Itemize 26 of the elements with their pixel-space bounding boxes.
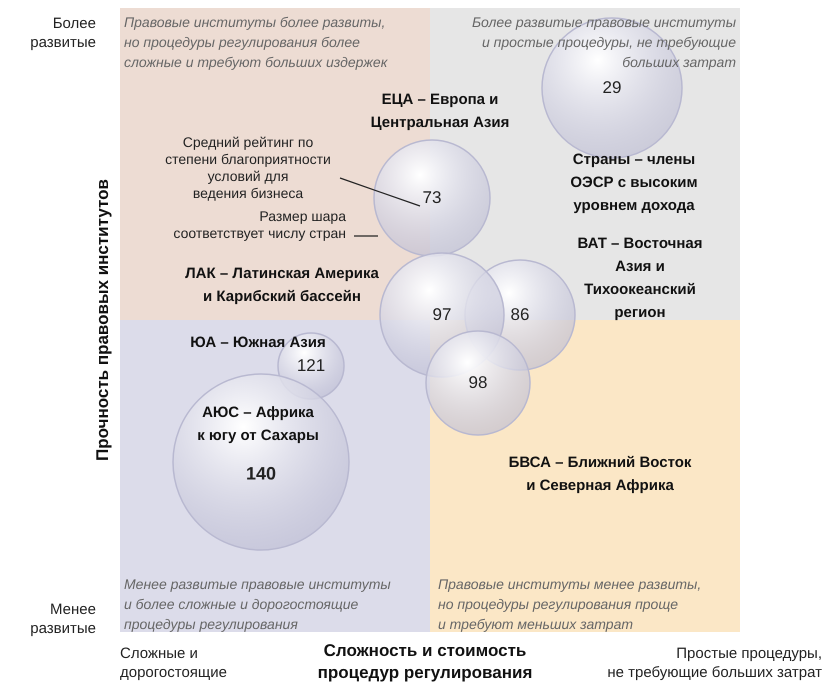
category-label: Страны – члены ОЭСР с высоким уровнем дохода — [570, 150, 698, 216]
data-label: 140 — [246, 464, 276, 484]
text: Прочность правовых институтов — [93, 179, 113, 461]
text: Размер шара соответствует числу стран — [173, 208, 346, 242]
category-label: ВАТ – Восточная Азия и Тихоокеанский регион — [578, 234, 702, 323]
text: Сложные и дорогостоящие — [120, 644, 227, 682]
text: Правовые институты менее развиты, но процедуры регулирования проще и требуют меньших затрат — [438, 575, 702, 634]
text: Правовые институты более развиты, но процедуры регулирования более сложные и требуют больших издержек — [124, 13, 388, 72]
data-label: 73 — [422, 188, 442, 208]
category-label: ЕЦА – Европа и Центральная Азия — [370, 90, 510, 133]
text: Сложность и стоимость процедур регулирования — [318, 640, 532, 684]
text: Средний рейтинг по степени благоприятности условий для ведения бизнеса — [165, 134, 331, 202]
category-label: ЮА – Южная Азия — [190, 333, 326, 353]
data-label: 86 — [510, 305, 530, 325]
text: Менее развитые правовые институты и более сложные и дорогостоящие процедуры регулирования — [124, 575, 391, 634]
category-label: БВСА – Ближний Восток и Северная Африка — [508, 453, 692, 496]
data-label: 98 — [468, 373, 488, 393]
data-label: 121 — [296, 356, 326, 376]
category-label: АЮС – Африка к югу от Сахары — [197, 403, 319, 446]
text: Простые процедуры, не требующие больших затрат — [607, 644, 822, 682]
text: Более развитые правовые институты и простые процедуры, не требующие больших затрат — [472, 13, 736, 72]
data-label: 97 — [432, 305, 452, 325]
category-label: ЛАК – Латинская Америка и Карибский бассейн — [185, 264, 379, 307]
text: Более развитые — [30, 14, 96, 52]
data-label: 29 — [602, 78, 622, 98]
text: Менее развитые — [30, 600, 96, 638]
